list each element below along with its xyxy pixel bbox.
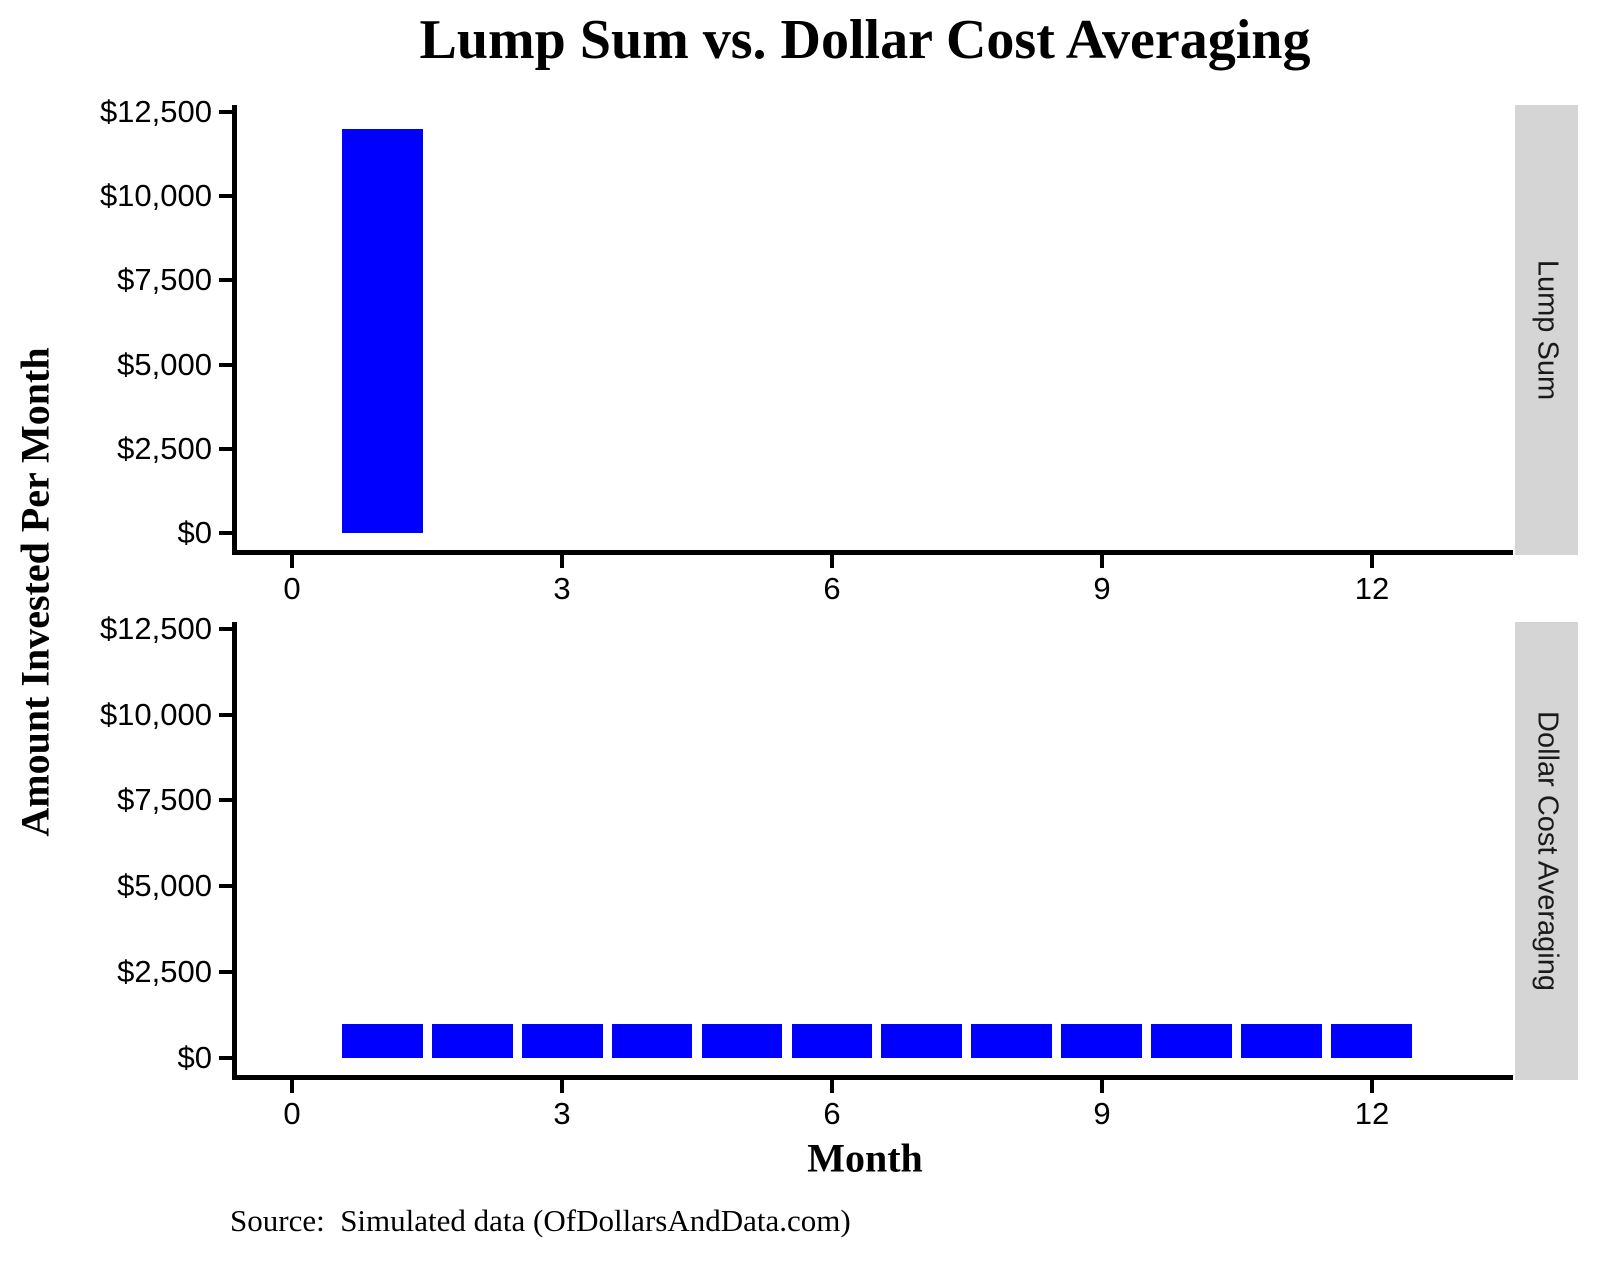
bar-month-12	[1331, 1023, 1413, 1058]
y-tick	[219, 626, 232, 631]
y-tick-label: $0	[177, 515, 212, 551]
bar-month-5	[701, 1023, 783, 1058]
x-tick-label: 0	[283, 1096, 301, 1131]
y-tick-label: $12,500	[99, 93, 212, 129]
y-tick-label: $2,500	[117, 954, 212, 990]
y-axis-line	[232, 622, 237, 1080]
x-tick	[290, 1080, 295, 1093]
bar-month-11	[1241, 1023, 1323, 1058]
bar-month-6	[791, 1023, 873, 1058]
x-tick	[830, 1080, 834, 1093]
y-tick	[219, 194, 232, 199]
x-axis-title: Month	[807, 1135, 923, 1181]
bar-month-1	[341, 128, 423, 534]
x-tick	[290, 555, 295, 568]
y-axis-title: Amount Invested Per Month	[12, 347, 58, 837]
y-tick-label: $7,500	[117, 782, 212, 818]
y-tick-label: $12,500	[99, 610, 212, 646]
x-tick-label: 9	[1093, 571, 1111, 606]
x-tick	[1099, 1080, 1104, 1093]
y-tick-label: $5,000	[117, 868, 212, 904]
y-tick-label: $0	[177, 1039, 212, 1075]
y-tick-label: $7,500	[117, 262, 212, 298]
y-tick	[219, 712, 232, 717]
x-tick	[1369, 555, 1374, 568]
x-tick-label: 0	[283, 571, 301, 606]
y-tick	[219, 446, 232, 451]
bar-month-3	[521, 1023, 603, 1058]
x-tick-label: 9	[1093, 1096, 1111, 1131]
facet-strip-label: Lump Sum	[1531, 259, 1563, 401]
x-tick-label: 6	[823, 1096, 841, 1131]
x-tick	[560, 1080, 564, 1093]
x-tick	[560, 555, 564, 568]
facet-strip-label: Dollar Cost Averaging	[1531, 711, 1563, 991]
bar-month-4	[611, 1023, 693, 1058]
x-tick	[1099, 555, 1104, 568]
bar-month-1	[341, 1023, 423, 1058]
y-tick	[219, 362, 232, 367]
x-tick-label: 3	[553, 1096, 571, 1131]
facet-strip-dollar-cost-averaging: Dollar Cost Averaging	[1515, 622, 1578, 1080]
bar-month-9	[1061, 1023, 1143, 1058]
facet-panel-dollar-cost-averaging: $0 $2,500 $5,000 $7,500 $10,000 $12,500 0 3 6 9 12	[100, 611, 1513, 1131]
y-axis-line	[232, 105, 237, 555]
y-tick-label: $10,000	[99, 696, 212, 732]
x-axis-line	[232, 550, 1513, 555]
x-tick	[1369, 1080, 1374, 1093]
y-tick-label: $2,500	[117, 430, 212, 466]
chart-title: Lump Sum vs. Dollar Cost Averaging	[419, 9, 1311, 71]
y-tick	[219, 278, 232, 283]
y-tick	[219, 531, 232, 536]
x-tick	[830, 555, 834, 568]
facet-strip-lump-sum: Lump Sum	[1515, 105, 1578, 555]
y-tick-label: $5,000	[117, 346, 212, 382]
x-axis-line	[232, 1075, 1513, 1080]
bar-month-8	[971, 1023, 1053, 1058]
bar-month-10	[1151, 1023, 1233, 1058]
bar-month-7	[881, 1023, 963, 1058]
y-tick	[219, 798, 232, 803]
x-tick-label: 3	[553, 571, 571, 606]
facet-panel-lump-sum: $0 $2,500 $5,000 $7,500 $10,000 $12,500 0 3 6 9 12	[100, 94, 1513, 606]
source-caption: Source: Simulated data (OfDollarsAndData…	[230, 1203, 851, 1238]
x-tick-label: 12	[1354, 571, 1390, 606]
y-tick	[219, 970, 232, 975]
y-tick	[219, 109, 232, 114]
y-tick-label: $10,000	[99, 178, 212, 214]
x-tick-label: 12	[1354, 1096, 1390, 1131]
x-tick-label: 6	[823, 571, 841, 606]
y-tick	[219, 1055, 232, 1060]
bar-month-2	[431, 1023, 513, 1058]
y-tick	[219, 884, 232, 889]
